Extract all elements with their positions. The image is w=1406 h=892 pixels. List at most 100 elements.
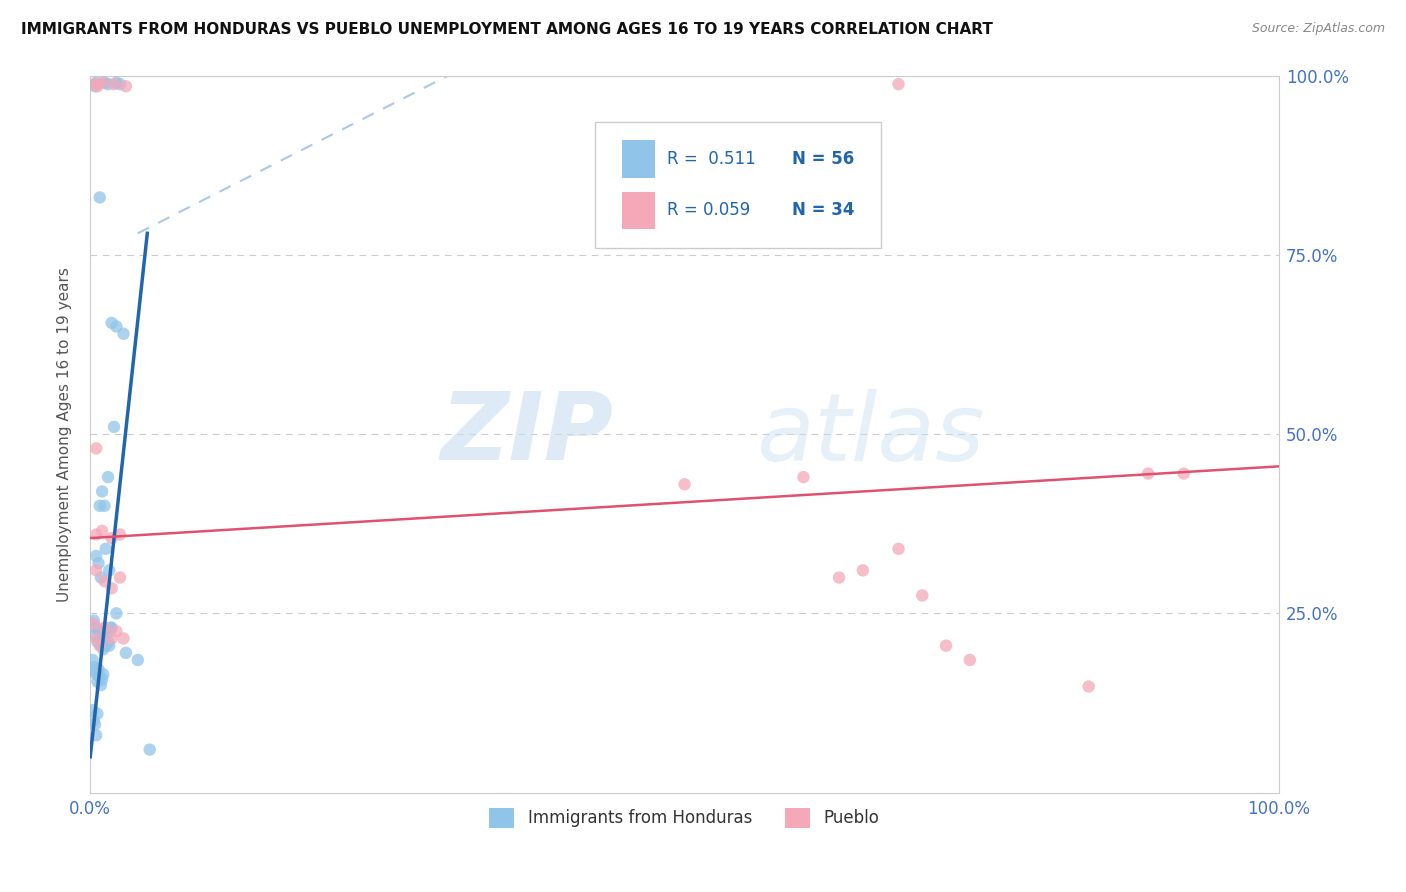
Point: [1173, 467, 1195, 481]
Point: [84, 628, 107, 642]
Point: [828, 570, 851, 584]
Point: [138, 742, 160, 756]
Point: [91, 667, 114, 681]
Point: [84, 717, 107, 731]
Point: [97, 635, 120, 649]
Point: [94, 639, 117, 653]
Text: IMMIGRANTS FROM HONDURAS VS PUEBLO UNEMPLOYMENT AMONG AGES 16 TO 19 YEARS CORREL: IMMIGRANTS FROM HONDURAS VS PUEBLO UNEMP…: [21, 22, 993, 37]
Point: [887, 541, 910, 556]
Point: [103, 420, 125, 434]
Point: [84, 621, 107, 635]
FancyBboxPatch shape: [621, 140, 655, 178]
Point: [83, 617, 105, 632]
Point: [93, 499, 115, 513]
Point: [90, 678, 112, 692]
Point: [1077, 680, 1099, 694]
Point: [87, 556, 110, 570]
Point: [91, 673, 114, 687]
Point: [93, 632, 115, 646]
Point: [100, 581, 122, 595]
Point: [100, 632, 122, 646]
Point: [97, 470, 120, 484]
Point: [112, 632, 135, 646]
Point: [84, 563, 107, 577]
Point: [87, 624, 110, 639]
Point: [84, 728, 107, 742]
Point: [91, 484, 114, 499]
Point: [89, 190, 111, 204]
Point: [82, 653, 104, 667]
Point: [792, 470, 814, 484]
Point: [93, 574, 115, 588]
Point: [105, 607, 128, 621]
Point: [83, 614, 105, 628]
FancyBboxPatch shape: [595, 122, 880, 248]
Point: [105, 319, 128, 334]
Point: [84, 632, 107, 646]
Point: [105, 76, 128, 90]
Point: [115, 79, 138, 94]
Legend: Immigrants from Honduras, Pueblo: Immigrants from Honduras, Pueblo: [482, 801, 886, 835]
Point: [86, 79, 108, 94]
FancyBboxPatch shape: [621, 192, 655, 229]
Point: [105, 624, 128, 639]
Point: [93, 621, 115, 635]
Point: [93, 76, 115, 90]
Text: R =  0.511: R = 0.511: [666, 151, 755, 169]
Text: N = 34: N = 34: [792, 202, 853, 219]
Text: R = 0.059: R = 0.059: [666, 202, 749, 219]
Point: [91, 76, 114, 90]
Point: [89, 669, 111, 683]
Text: N = 56: N = 56: [792, 151, 853, 169]
Point: [83, 664, 105, 678]
Text: Source: ZipAtlas.com: Source: ZipAtlas.com: [1251, 22, 1385, 36]
Point: [673, 477, 696, 491]
Point: [98, 639, 121, 653]
Point: [84, 79, 107, 94]
Point: [100, 531, 122, 545]
Point: [89, 632, 111, 646]
Point: [91, 642, 114, 657]
Point: [89, 639, 111, 653]
Point: [115, 646, 138, 660]
Point: [108, 527, 131, 541]
Point: [84, 667, 107, 681]
Point: [84, 77, 107, 91]
Point: [887, 77, 910, 91]
Point: [86, 674, 108, 689]
Point: [84, 527, 107, 541]
Point: [100, 316, 122, 330]
Point: [98, 563, 121, 577]
Point: [935, 639, 957, 653]
Text: atlas: atlas: [756, 389, 984, 480]
Point: [91, 628, 114, 642]
Text: ZIP: ZIP: [440, 388, 613, 480]
Point: [97, 77, 120, 91]
Point: [89, 499, 111, 513]
Point: [112, 326, 135, 341]
Point: [108, 77, 131, 91]
Point: [90, 570, 112, 584]
Point: [84, 660, 107, 674]
Point: [86, 706, 108, 721]
Point: [84, 442, 107, 456]
Point: [100, 621, 122, 635]
Point: [127, 653, 149, 667]
Point: [1137, 467, 1160, 481]
Point: [959, 653, 981, 667]
Point: [84, 76, 107, 90]
Point: [108, 570, 131, 584]
Point: [87, 662, 110, 676]
Point: [100, 621, 122, 635]
Point: [94, 541, 117, 556]
Point: [83, 714, 105, 728]
Point: [103, 77, 125, 91]
Y-axis label: Unemployment Among Ages 16 to 19 years: Unemployment Among Ages 16 to 19 years: [58, 267, 72, 601]
Point: [911, 589, 934, 603]
Point: [86, 635, 108, 649]
Point: [84, 549, 107, 563]
Point: [82, 703, 104, 717]
Point: [96, 628, 118, 642]
Point: [90, 639, 112, 653]
Point: [91, 524, 114, 538]
